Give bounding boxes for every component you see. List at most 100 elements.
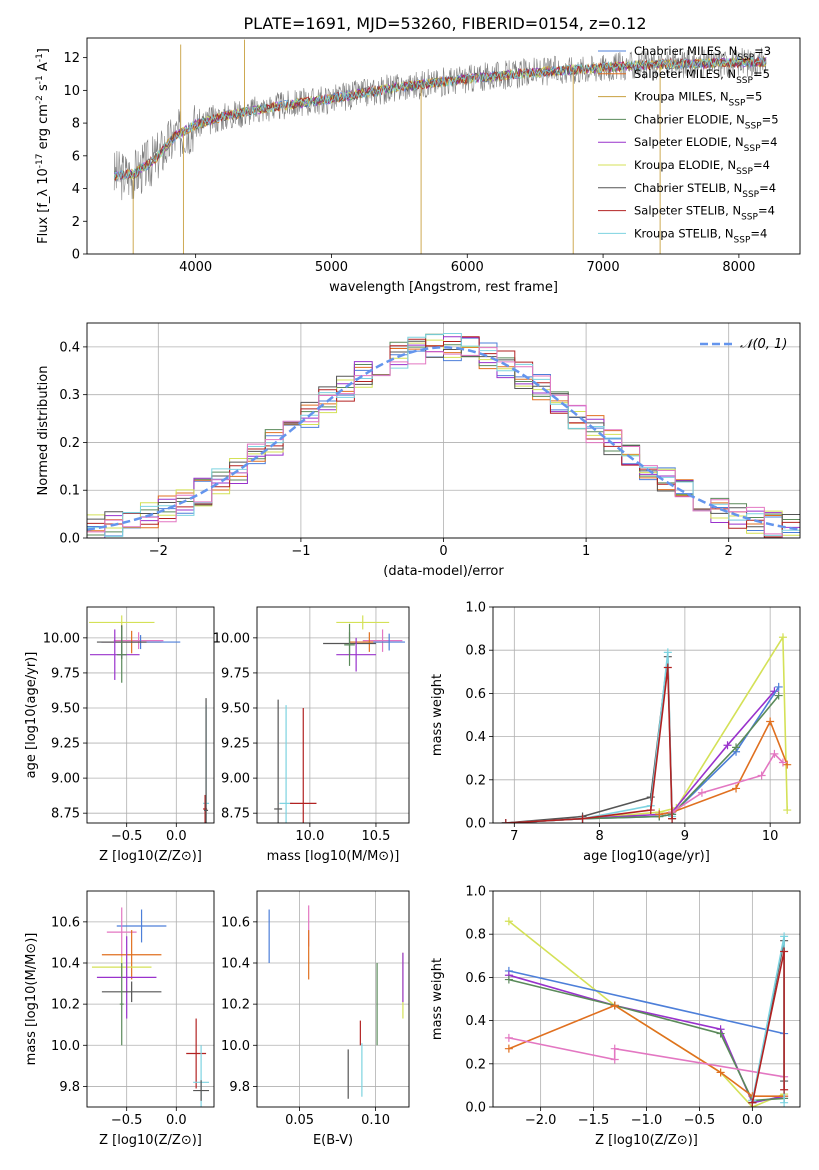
y-axis-label: mass weight <box>430 674 445 756</box>
data-point-marker <box>780 1085 789 1094</box>
legend-label: 𝒩(0, 1) <box>740 337 787 352</box>
y-tick-label: 9.75 <box>221 666 250 681</box>
y-tick-label: 10.4 <box>51 957 80 972</box>
axes-frame <box>86 322 801 539</box>
data-point-marker <box>770 749 779 758</box>
data-point-marker <box>757 771 766 780</box>
legend-label: Kroupa STELIB, NSSP=4 <box>634 226 767 245</box>
y-tick-label: 0.0 <box>59 532 80 547</box>
y-tick-label: 0.4 <box>465 1014 486 1029</box>
residual-histogram <box>87 347 800 538</box>
data-point-marker <box>610 1001 619 1010</box>
plot-area <box>501 633 792 823</box>
plot-area <box>87 332 800 538</box>
figure-title: PLATE=1691, MJD=53260, FIBERID=0154, z=0… <box>243 14 646 33</box>
x-tick-label: −0.5 <box>111 1113 143 1128</box>
data-point-marker <box>716 1068 725 1077</box>
x-tick-label: 10 <box>762 829 779 844</box>
legend-label: Kroupa ELODIE, NSSP=4 <box>634 158 770 177</box>
mass-weight-line <box>505 667 673 823</box>
y-tick-label: 8 <box>72 117 80 132</box>
x-tick-label: 8000 <box>722 260 755 275</box>
y-tick-label: 10.0 <box>51 1039 80 1054</box>
mass-weight-line <box>505 686 780 823</box>
y-tick-label: 9.8 <box>59 1080 80 1095</box>
y-tick-label: 10.4 <box>221 957 250 972</box>
mass-weight-line <box>508 970 785 1035</box>
data-point-marker <box>748 1098 757 1107</box>
x-tick-label: 8 <box>595 829 603 844</box>
plot-area <box>88 615 210 823</box>
data-point-marker <box>783 760 792 769</box>
x-axis-label: E(B-V) <box>313 1133 353 1148</box>
plot-area <box>113 39 767 254</box>
x-tick-label: −1.5 <box>578 1113 610 1128</box>
panel-mass-vs-Z: −0.5 0.0 9.8 10.0 10.2 10.4 10.6 Z [log10(Z/Z⊙)… <box>24 890 215 1148</box>
data-point-marker <box>504 1033 513 1042</box>
y-tick-label: 10.6 <box>51 915 80 930</box>
x-tick-label: 0.05 <box>285 1113 314 1128</box>
x-tick-label: 0.0 <box>166 1113 187 1128</box>
y-tick-label: 9.50 <box>51 701 80 716</box>
y-tick-label: 9.00 <box>51 772 80 787</box>
y-tick-label: 0 <box>72 248 80 263</box>
x-tick-label: 4000 <box>179 260 212 275</box>
panel-mass-vs-ebv: 0.05 0.10 9.8 10.0 10.2 10.4 10.6 E(B-V) <box>221 890 410 1148</box>
y-tick-label: 10.2 <box>51 998 80 1013</box>
data-point-marker <box>578 814 587 823</box>
data-point-marker <box>783 806 792 815</box>
x-tick-label: 7000 <box>587 260 620 275</box>
x-axis-label: age [log10(age/yr)] <box>583 849 710 864</box>
y-tick-label: 9.00 <box>221 772 250 787</box>
plot-area <box>91 907 210 1107</box>
x-tick-label: 9 <box>681 829 689 844</box>
data-point-marker <box>646 806 655 815</box>
legend-label: Chabrier STELIB, NSSP=4 <box>634 181 776 200</box>
mass-weight-line <box>505 634 788 823</box>
legend-label: Salpeter ELODIE, NSSP=4 <box>634 135 777 154</box>
y-tick-label: 0.2 <box>465 773 486 788</box>
x-tick-label: −1 <box>291 544 310 559</box>
data-point-marker <box>780 932 789 941</box>
x-axis-label: Z [log10(Z/Z⊙)] <box>99 1133 202 1148</box>
legend-label: Chabrier MILES, NSSP=3 <box>634 44 771 63</box>
plot-area <box>268 905 404 1099</box>
panel-mass-weight-vs-Z: −2.0 −1.5 −1.0 −0.5 0.0 0.0 0.2 0.4 0.6 0.8 1.0 Z [… <box>430 885 801 1148</box>
y-tick-label: 10.2 <box>221 998 250 1013</box>
data-point-marker <box>697 788 706 797</box>
y-tick-label: 0.6 <box>465 971 486 986</box>
data-point-marker <box>610 1055 619 1064</box>
y-tick-label: 9.75 <box>51 666 80 681</box>
legend-label: Kroupa MILES, NSSP=5 <box>634 90 762 109</box>
x-tick-label: 1 <box>582 544 590 559</box>
axes-frame <box>256 890 410 1108</box>
x-tick-label: 0 <box>439 544 447 559</box>
data-point-marker <box>663 648 672 657</box>
y-tick-label: 12 <box>63 51 80 66</box>
y-tick-label: 0.3 <box>59 388 80 403</box>
x-axis-label: wavelength [Angstrom, rest frame] <box>329 280 558 295</box>
data-point-marker <box>504 975 513 984</box>
x-tick-label: −0.5 <box>684 1113 716 1128</box>
normal-reference-curve <box>87 346 800 531</box>
y-tick-label: 0.0 <box>465 1101 486 1116</box>
y-tick-label: 0.4 <box>465 730 486 745</box>
y-axis-label: Normed distribution <box>36 366 51 496</box>
x-axis-label: Z [log10(Z/Z⊙)] <box>595 1133 698 1148</box>
mass-weight-line <box>505 690 776 823</box>
y-tick-label: 2 <box>72 215 80 230</box>
axes-frame <box>256 606 410 824</box>
y-tick-label: 10.0 <box>221 1039 250 1054</box>
x-tick-label: 6000 <box>451 260 484 275</box>
y-tick-label: 9.50 <box>221 701 250 716</box>
y-tick-label: 9.25 <box>51 737 80 752</box>
y-tick-label: 10.00 <box>43 631 80 646</box>
y-tick-label: 0.0 <box>465 817 486 832</box>
panel-spectrum: 4000 5000 6000 7000 8000 0 2 4 6 8 10 12 wavelength … <box>35 37 801 295</box>
y-tick-label: 1.0 <box>465 601 486 616</box>
legend-label: Salpeter MILES, NSSP=5 <box>634 67 770 86</box>
y-tick-label: 4 <box>72 182 80 197</box>
y-tick-label: 0.8 <box>465 928 486 943</box>
y-tick-label: 0.2 <box>59 436 80 451</box>
data-point-marker <box>778 633 787 642</box>
